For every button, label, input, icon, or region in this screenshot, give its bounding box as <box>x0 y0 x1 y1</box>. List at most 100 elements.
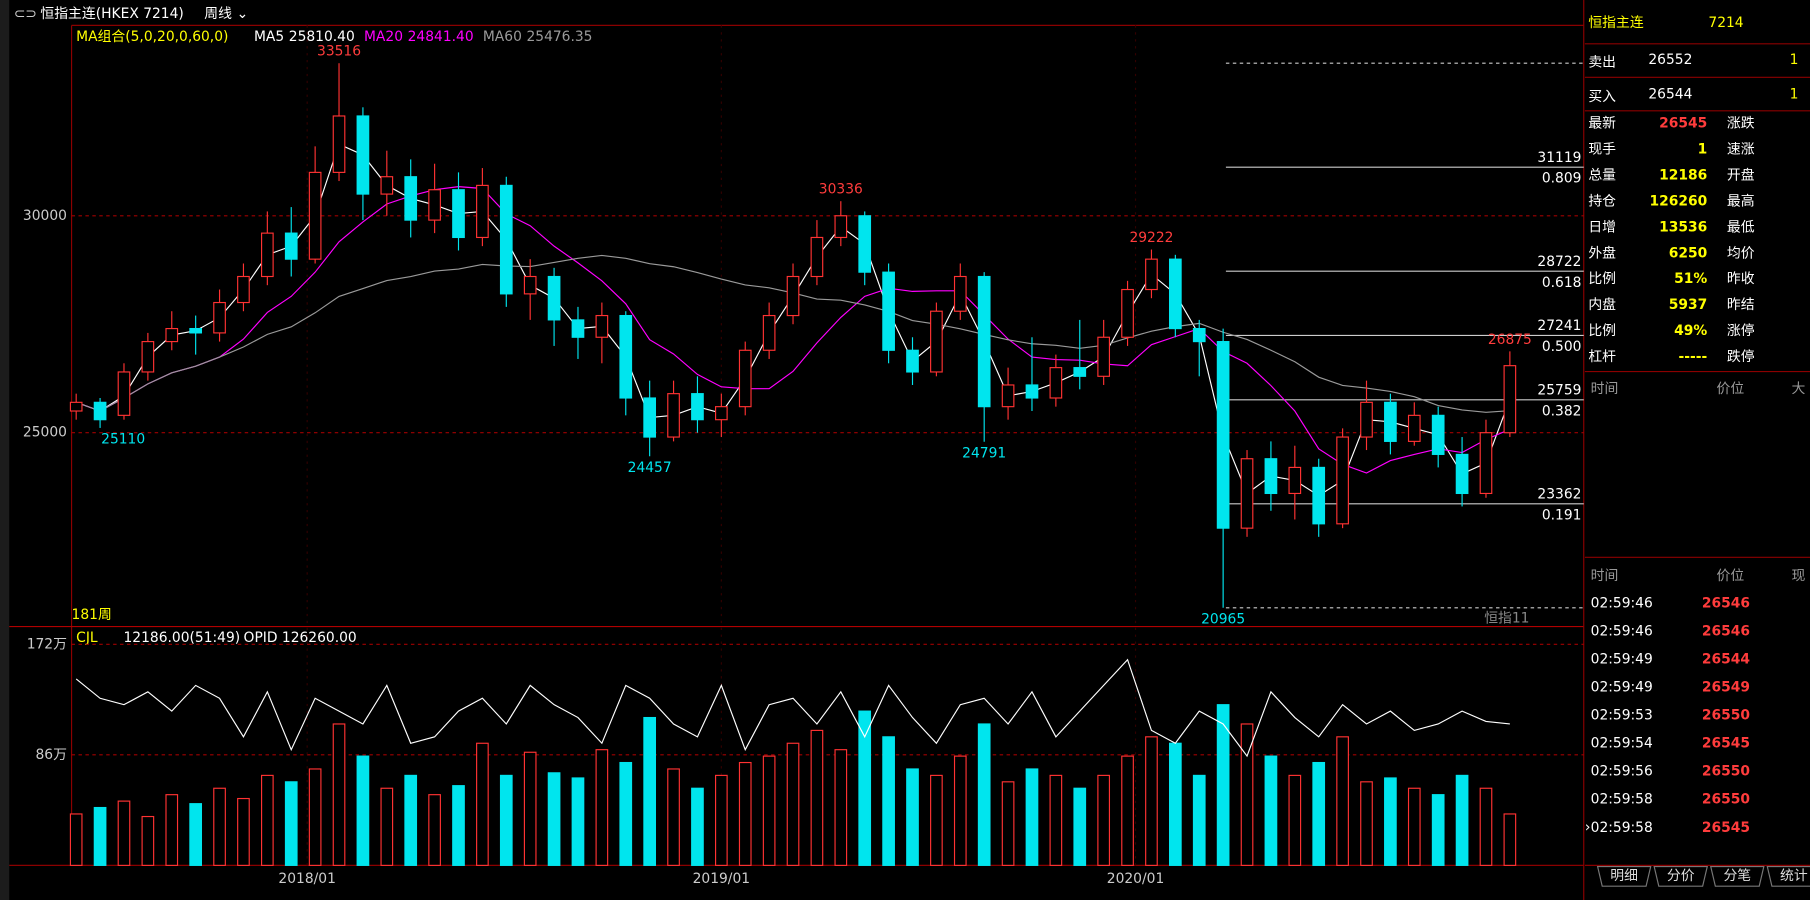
trade-price: 26550 <box>1702 708 1750 724</box>
candle-body <box>571 319 585 338</box>
volume-bar <box>499 774 513 866</box>
candle-body <box>93 401 107 421</box>
quote-right-label: 涨跌 <box>1727 115 1755 131</box>
candle-body <box>1192 327 1206 343</box>
quote-right-label: 最低 <box>1727 219 1755 235</box>
y-tick-label: 30000 <box>23 208 67 224</box>
candle-body <box>380 176 394 195</box>
instrument-title[interactable]: 恒指主连(HKEX 7214) <box>40 6 183 22</box>
volume-bar <box>571 777 585 866</box>
low-label: 24457 <box>628 460 672 476</box>
candle-body <box>1025 384 1039 399</box>
volume-bar <box>428 794 441 866</box>
quote-label: 现手 <box>1588 141 1616 157</box>
candle-body <box>1479 432 1493 495</box>
candle-body <box>428 189 441 221</box>
candle-body <box>667 393 680 438</box>
trade-time: 02:59:49 <box>1591 680 1653 696</box>
quote-value: 126260 <box>1650 193 1708 209</box>
volume-bar <box>213 787 226 866</box>
y-tick-label: 25000 <box>23 425 67 441</box>
candle-body <box>260 232 274 278</box>
ma-line <box>75 186 1511 474</box>
volume-bar <box>523 751 537 866</box>
quote-label: 比例 <box>1588 323 1616 339</box>
x-tick-label: 2020/01 <box>1107 871 1164 887</box>
row-pointer: › <box>1585 819 1591 835</box>
trade-time: 02:59:58 <box>1591 820 1653 836</box>
left-strip <box>0 0 10 900</box>
tab-label[interactable]: 明细 <box>1610 868 1638 884</box>
tab[interactable] <box>1709 865 1765 887</box>
volume-bar <box>1455 774 1469 866</box>
icon[interactable]: ⊂⊃ <box>14 6 37 22</box>
ma-label[interactable]: MA组合(5,0,20,0,60,0) <box>76 29 228 45</box>
candle-body <box>882 271 895 351</box>
indicator-label[interactable]: CJL <box>76 630 98 646</box>
tab-label[interactable]: 分价 <box>1667 868 1695 884</box>
quote-label: 持仓 <box>1588 193 1616 209</box>
volume-bar <box>667 768 680 866</box>
fib-ratio: 0.191 <box>1542 507 1582 523</box>
quote-value: ----- <box>1679 349 1708 365</box>
candle-body <box>1216 341 1230 529</box>
volume-bar <box>1216 704 1230 866</box>
fib-ratio: 0.500 <box>1542 339 1582 355</box>
volume-bar <box>308 768 322 866</box>
candle-body <box>1407 414 1421 442</box>
ask-price: 26552 <box>1648 52 1692 68</box>
y-tick-label: 86万 <box>36 747 67 763</box>
quote-name: 恒指主连 <box>1588 15 1643 31</box>
quote-label: 比例 <box>1588 271 1616 287</box>
bid-label: 买入 <box>1588 89 1616 105</box>
quote-value: 26545 <box>1659 115 1707 131</box>
volume-bar <box>93 806 107 866</box>
ma-legend-value: 25810.40 <box>289 29 355 45</box>
candle-body <box>141 341 155 373</box>
high-label: 26875 <box>1488 332 1532 348</box>
tab-label[interactable]: 分笔 <box>1723 868 1751 884</box>
ask-label: 卖出 <box>1588 54 1616 70</box>
fib-price: 27241 <box>1537 318 1581 334</box>
volume-bar <box>1312 761 1326 866</box>
candle-body <box>953 275 967 312</box>
candle-body <box>691 393 704 421</box>
trade-time: 02:59:53 <box>1591 708 1653 724</box>
volume-bar <box>237 797 250 866</box>
candle-body <box>476 184 489 239</box>
quote-right-label: 昨收 <box>1727 271 1755 287</box>
tab[interactable] <box>1653 865 1708 887</box>
candle-body <box>1360 401 1373 438</box>
candle-body <box>117 371 131 416</box>
candle-body <box>452 189 465 239</box>
volume-bar <box>882 736 895 866</box>
period-selector[interactable]: 周线 <box>204 6 232 22</box>
bid-size: 1 <box>1790 87 1799 103</box>
trade-price: 26546 <box>1702 595 1750 611</box>
candle-body <box>1264 458 1278 495</box>
list-header: 价位 <box>1716 381 1744 397</box>
candle-body <box>1336 436 1349 525</box>
volume-bar <box>977 723 991 866</box>
candle-body <box>213 301 226 334</box>
low-label: 20965 <box>1201 611 1245 627</box>
tab[interactable] <box>1596 865 1652 887</box>
trade-time: 02:59:46 <box>1591 595 1653 611</box>
fib-price: 28722 <box>1537 254 1581 270</box>
volume-bar <box>1121 755 1134 866</box>
fib-ratio: 0.809 <box>1542 171 1582 187</box>
fib-ratio: 0.618 <box>1542 275 1582 291</box>
tab[interactable] <box>1766 865 1810 887</box>
dropdown-icon[interactable]: ⌄ <box>237 6 249 22</box>
volume-bar <box>165 794 179 866</box>
quote-value: 51% <box>1674 271 1707 287</box>
candle-body <box>1240 458 1254 529</box>
quote-value: 13536 <box>1659 219 1707 235</box>
list-header: 时间 <box>1591 381 1619 397</box>
watermark: 恒指11 <box>1484 610 1529 626</box>
candle-body <box>1455 453 1469 495</box>
ma-legend-name: MA20 <box>364 29 403 45</box>
candle-body <box>1288 466 1302 495</box>
tab-label[interactable]: 统计 <box>1780 868 1808 884</box>
volume-bar <box>691 787 704 866</box>
